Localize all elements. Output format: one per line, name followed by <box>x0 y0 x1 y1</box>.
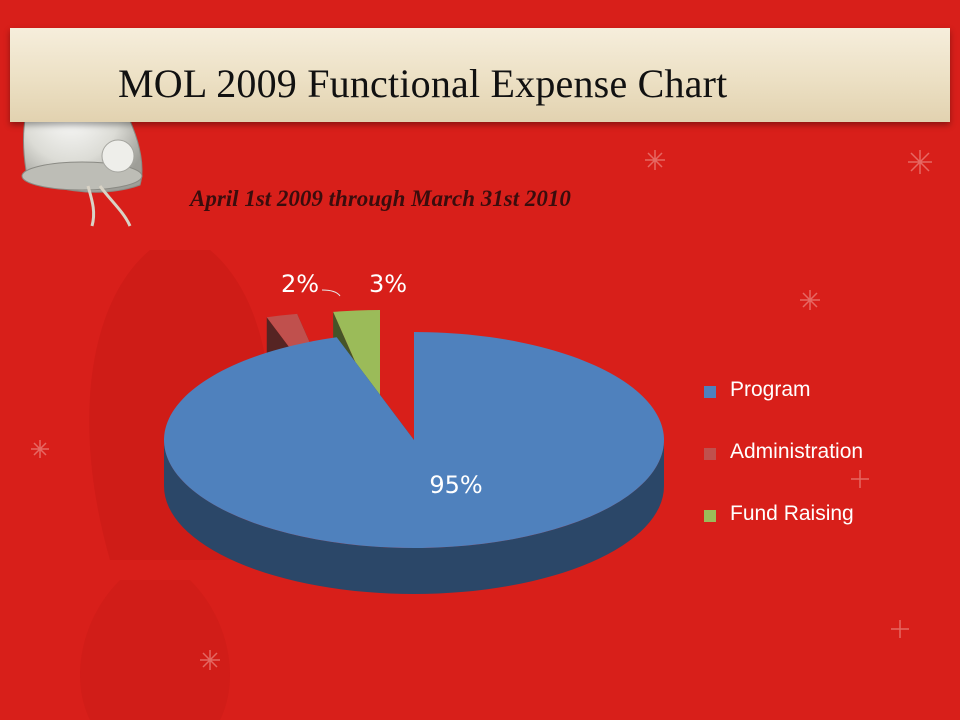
title-banner <box>10 28 950 122</box>
leader-line <box>321 289 341 297</box>
legend-label: Administration <box>730 440 864 463</box>
data-label-administration: 2% <box>281 270 319 298</box>
legend-label: Program <box>730 378 811 401</box>
legend-swatch <box>704 448 716 460</box>
legend-swatch <box>704 510 716 522</box>
pie-slice-program <box>164 332 665 594</box>
legend-swatch <box>704 386 716 398</box>
data-label-fund-raising: 3% <box>369 270 407 298</box>
legend-label: Fund Raising <box>730 502 854 525</box>
chart-subtitle: April 1st 2009 through March 31st 2010 <box>190 186 571 211</box>
page-title: MOL 2009 Functional Expense Chart <box>118 61 728 106</box>
data-label-program: 95% <box>429 471 482 499</box>
